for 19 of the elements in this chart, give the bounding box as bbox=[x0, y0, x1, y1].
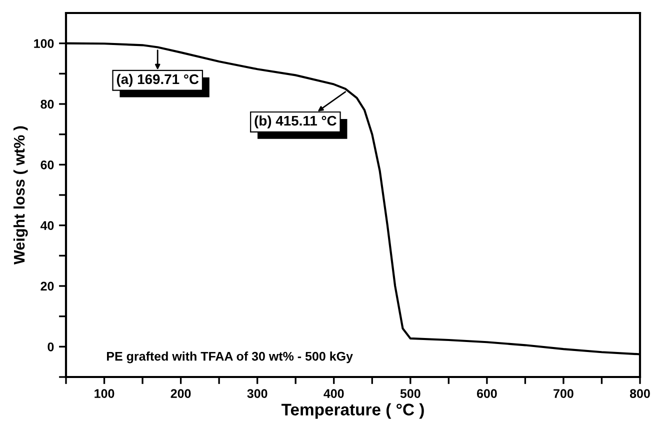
x-tick-label: 700 bbox=[554, 389, 574, 398]
x-tick-label: 400 bbox=[324, 389, 344, 398]
y-tick-label: 100 bbox=[34, 39, 54, 48]
y-tick-label: 40 bbox=[40, 221, 54, 230]
x-tick-label: 500 bbox=[400, 389, 420, 398]
y-tick-label: 60 bbox=[40, 160, 54, 170]
x-tick-label: 600 bbox=[476, 389, 497, 398]
x-tick-label: 100 bbox=[94, 389, 114, 398]
y-tick-label: 0 bbox=[48, 342, 54, 352]
y-axis-title: Weight loss ( wt% ) bbox=[13, 126, 28, 264]
x-tick-label: 200 bbox=[170, 389, 191, 398]
x-axis-title: Temperature ( °C ) bbox=[281, 403, 424, 419]
y-tick-label: 20 bbox=[40, 282, 54, 291]
annotation: (b) 415.11 °C bbox=[254, 115, 336, 128]
annotation: PE grafted with TFAA of 30 wt% - 500 kGy bbox=[107, 352, 353, 364]
annotation: (a) 169.71 °C bbox=[116, 74, 199, 87]
y-tick-label: 80 bbox=[40, 100, 54, 109]
x-tick-label: 800 bbox=[630, 389, 650, 398]
x-tick-label: 300 bbox=[247, 389, 268, 398]
